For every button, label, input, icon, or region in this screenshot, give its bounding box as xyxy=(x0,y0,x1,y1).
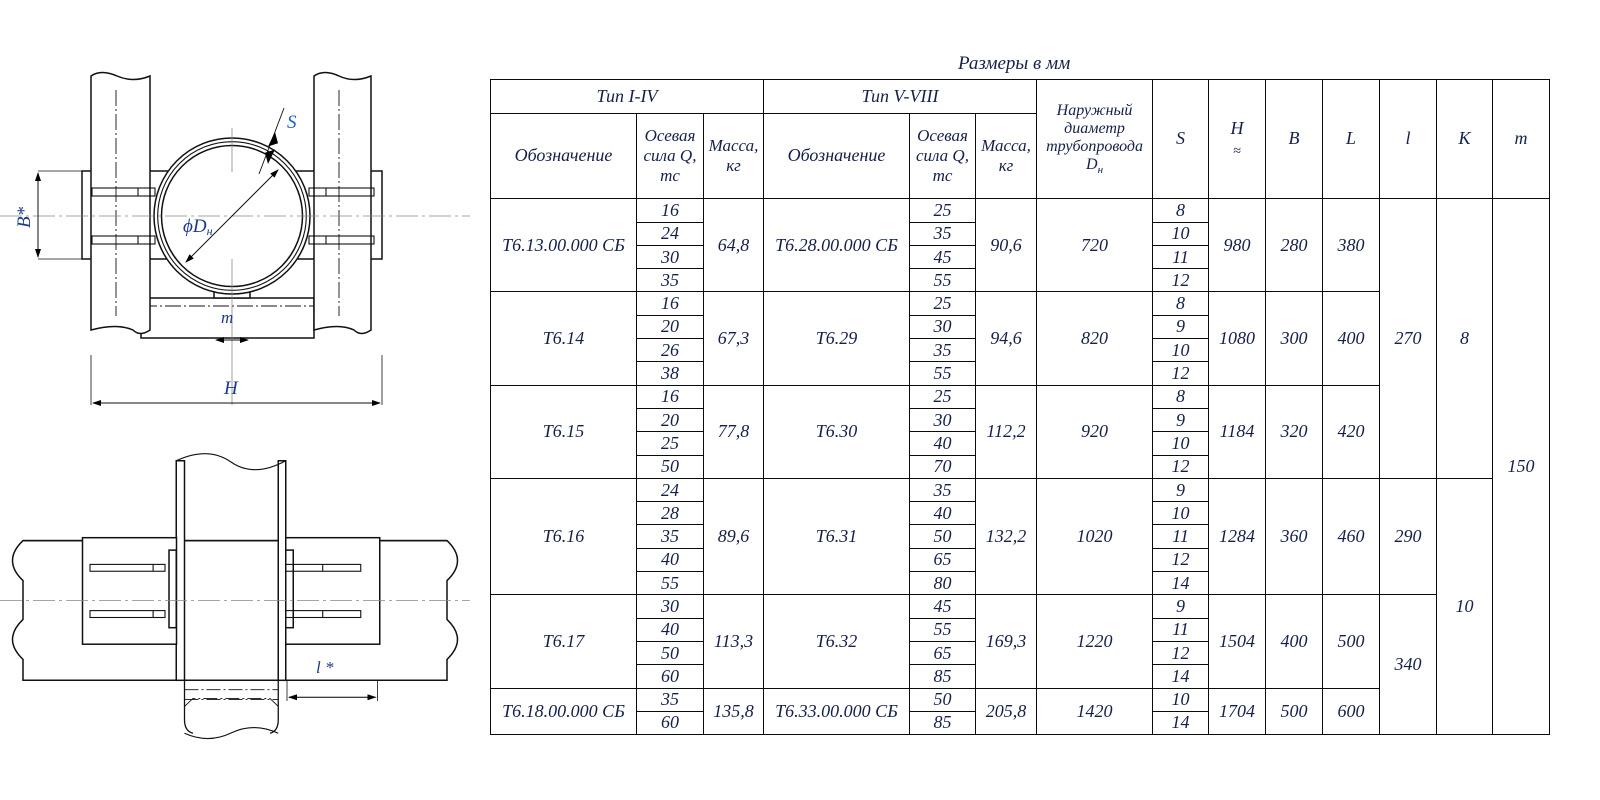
svg-text:H: H xyxy=(223,378,239,399)
svg-text:l *: l * xyxy=(316,658,334,677)
svg-text:S: S xyxy=(287,112,297,133)
svg-text:B*: B* xyxy=(14,206,35,228)
svg-text:m: m xyxy=(221,308,233,327)
